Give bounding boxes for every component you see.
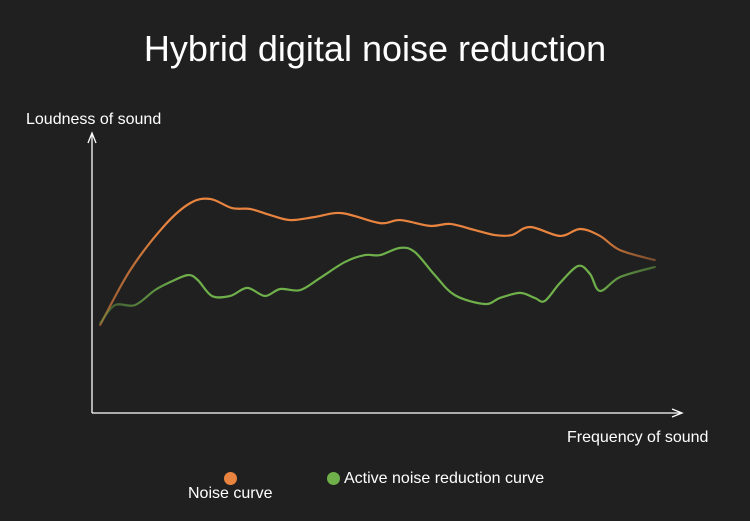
anc-curve-line <box>99 246 656 325</box>
legend-marker-anc <box>327 472 340 485</box>
y-axis-arrow <box>87 131 97 144</box>
y-axis-label: Loudness of sound <box>26 111 162 128</box>
chart-title: Hybrid digital noise reduction <box>143 28 607 69</box>
legend-label-noise: Noise curve <box>188 485 273 502</box>
legend-marker-noise <box>224 472 237 485</box>
legend-label-anc: Active noise reduction curve <box>344 470 545 487</box>
x-axis-label: Frequency of sound <box>567 429 709 446</box>
x-axis-arrow <box>671 408 684 418</box>
noise-curve-line <box>99 197 656 326</box>
